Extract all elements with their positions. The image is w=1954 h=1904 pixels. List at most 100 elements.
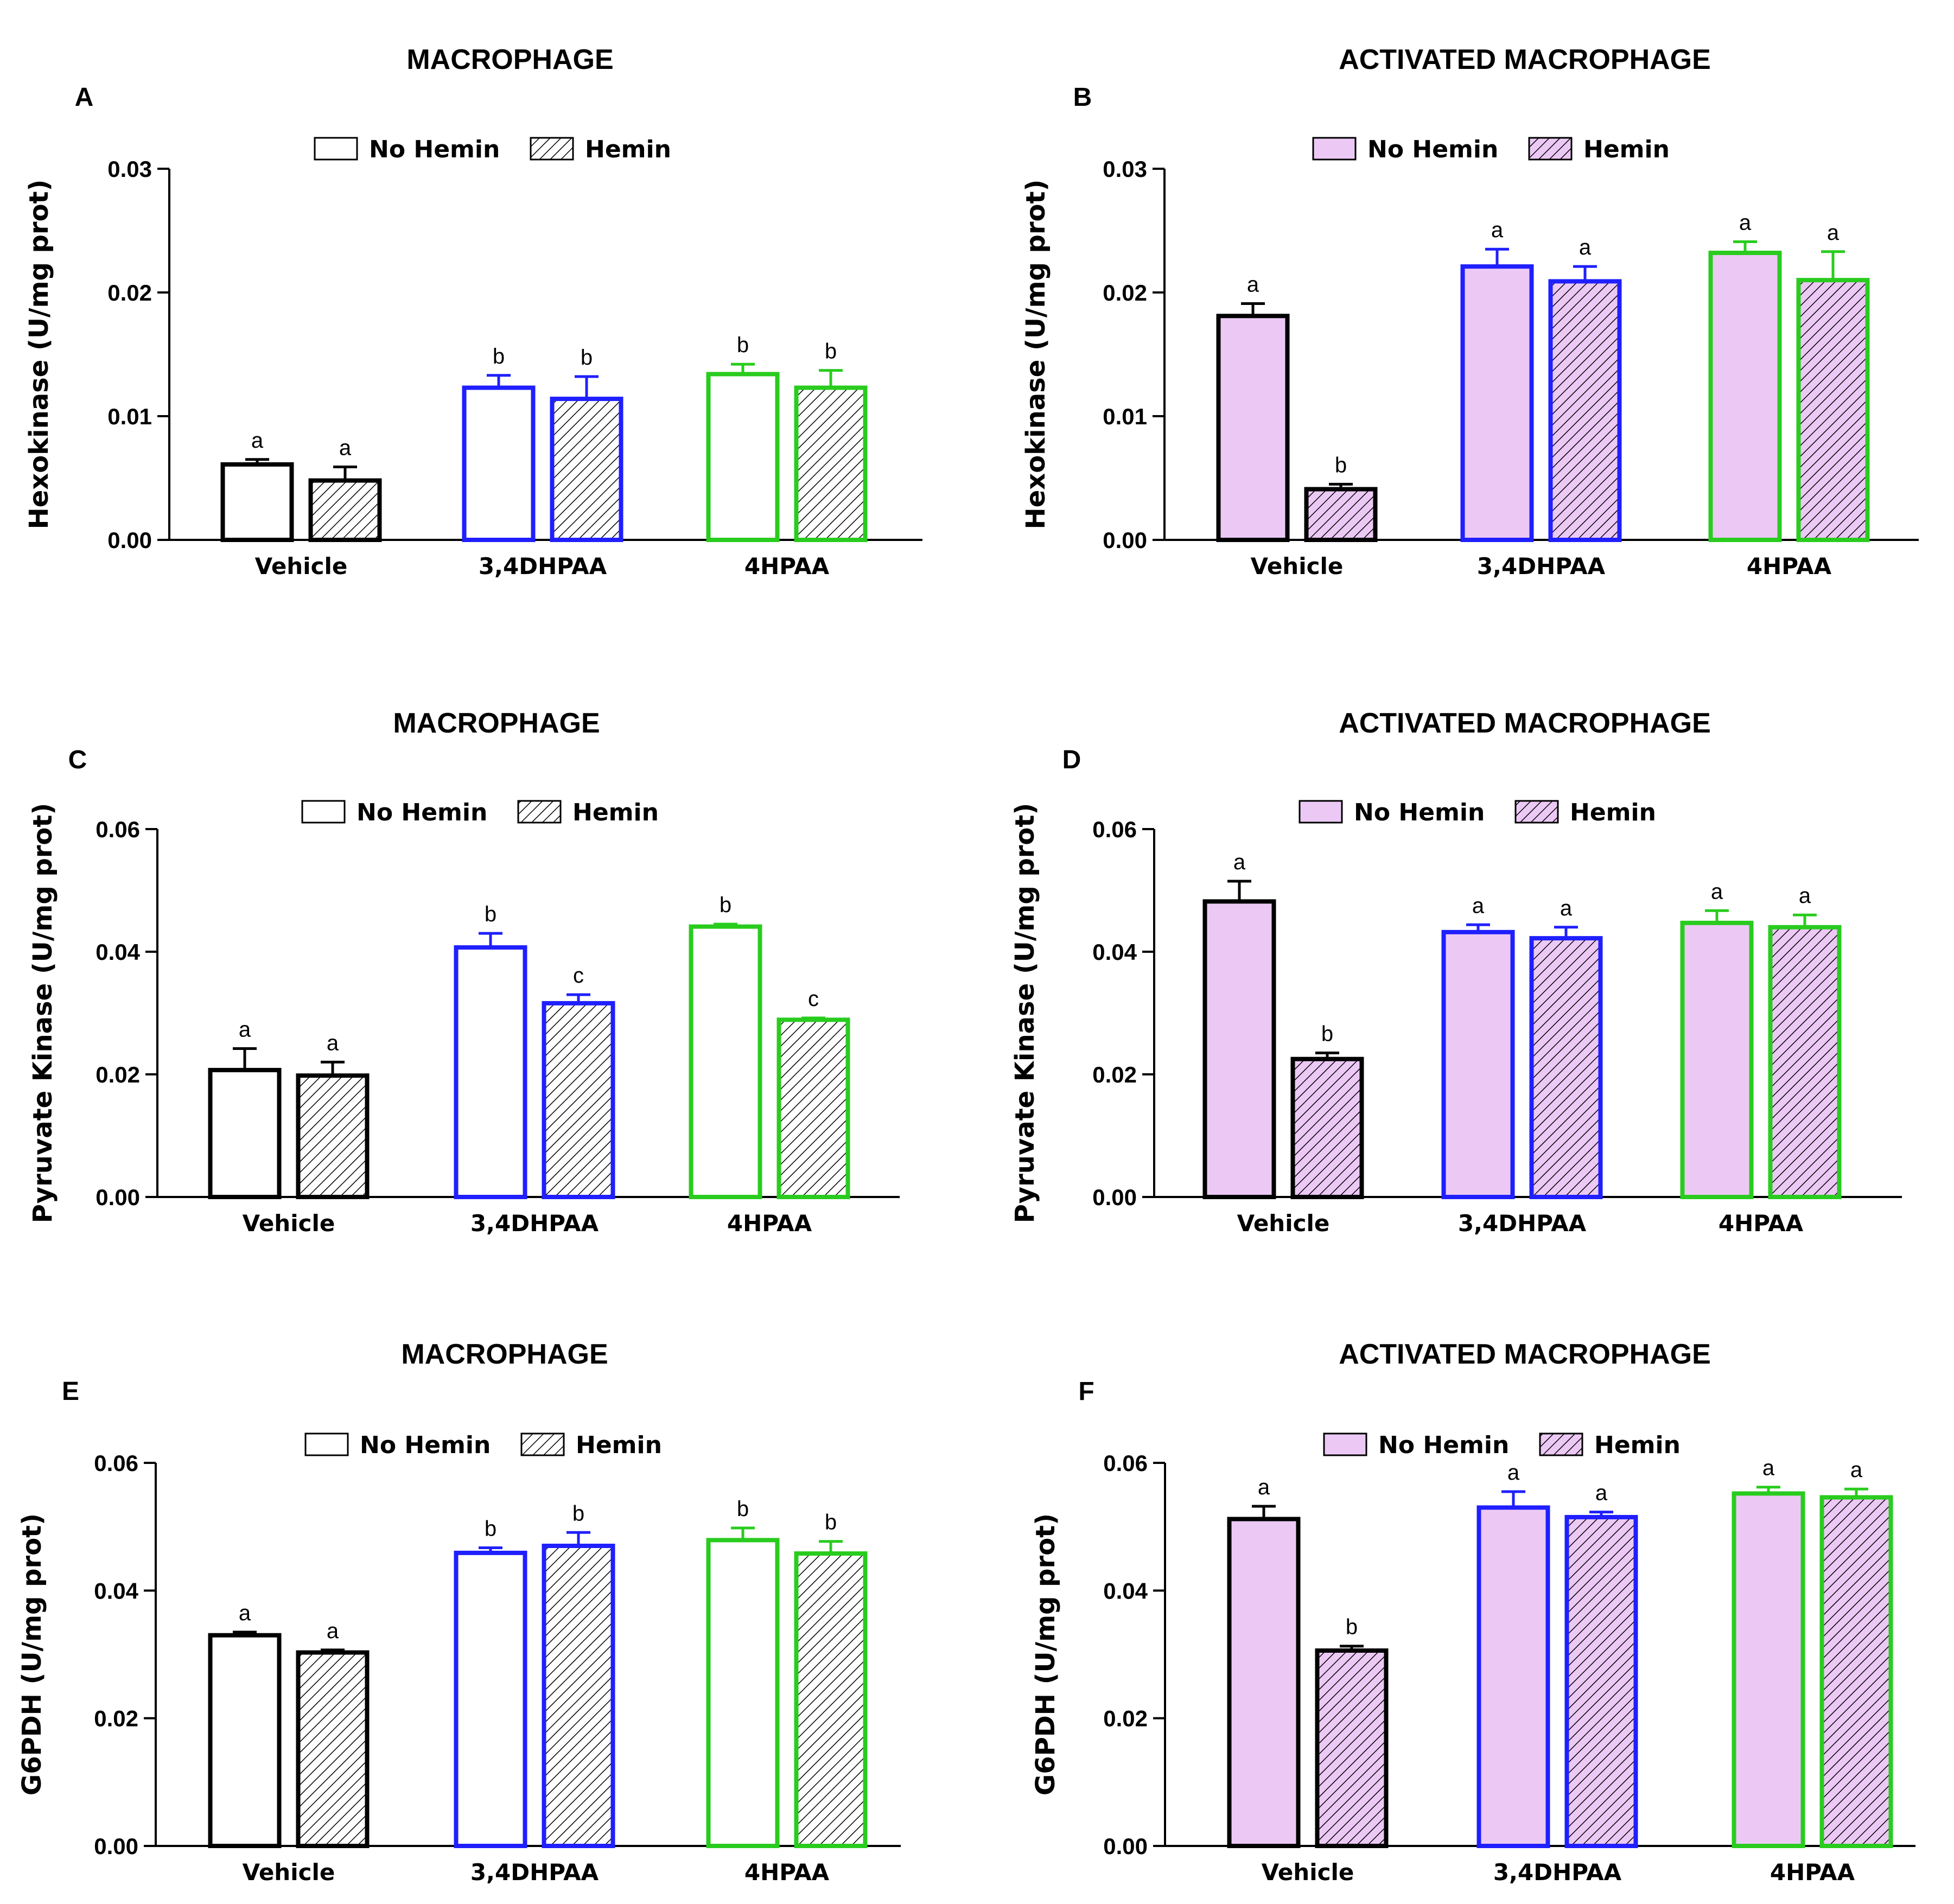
bar-hemin [296, 1073, 370, 1200]
bar-hemin [308, 478, 382, 542]
legend: No Hemin Hemin [1323, 1431, 1681, 1459]
legend-swatch-hemin [530, 137, 574, 161]
x-category-label: 3,4DHPAA [479, 553, 607, 580]
significance-letter: a [1247, 273, 1259, 297]
panel-title: ACTIVATED MACROPHAGE [1339, 1339, 1711, 1370]
significance-letter: a [1799, 884, 1811, 908]
bar-hemin [550, 397, 623, 543]
significance-letter: b [1346, 1615, 1358, 1639]
significance-letter: b [737, 1497, 749, 1521]
bar-hemin [794, 385, 868, 542]
bar-no-hemin [1732, 1491, 1805, 1848]
x-category-label: Vehicle [1262, 1859, 1354, 1886]
bar-no-hemin [220, 462, 294, 542]
y-axis-label: Pyruvate Kinase (U/mg prot) [1010, 803, 1040, 1224]
significance-letter: a [1827, 221, 1840, 245]
bar-hemin [776, 1017, 850, 1200]
legend-label-no-hemin: No Hemin [369, 136, 500, 163]
legend-swatch-no-hemin [1323, 1432, 1367, 1456]
panel-letter: E [62, 1377, 79, 1406]
bar-no-hemin [462, 385, 536, 542]
x-category-label: 4HPAA [744, 1859, 830, 1886]
bar-no-hemin [454, 945, 527, 1199]
significance-letter: c [808, 987, 819, 1011]
bar-no-hemin [1476, 1505, 1550, 1849]
legend-swatch-hemin [1514, 800, 1559, 824]
panel-letter: B [1073, 83, 1092, 112]
panel-title: MACROPHAGE [393, 708, 600, 739]
legend-swatch-hemin [520, 1432, 565, 1456]
bar-no-hemin [1708, 251, 1782, 543]
legend-swatch-no-hemin [301, 800, 346, 824]
bar-hemin [542, 1001, 615, 1200]
y-axis-label: Hexokinase (U/mg prot) [1021, 180, 1051, 530]
panel-b: ACTIVATED MACROPHAGE B No Hemin Hemin Hexoki… [1021, 44, 1919, 580]
legend: No Hemin Hemin [1299, 799, 1656, 826]
x-category-label: Vehicle [255, 553, 348, 580]
bar-hemin [1819, 1495, 1893, 1849]
x-category-label: 3,4DHPAA [470, 1210, 599, 1237]
significance-letter: a [1579, 235, 1592, 259]
y-axis-label: G6PDH (U/mg prot) [1030, 1513, 1061, 1795]
y-tick-label: 0.02 [107, 280, 152, 305]
x-category-label: 3,4DHPAA [1477, 553, 1606, 580]
significance-letter: b [581, 346, 593, 370]
y-axis-label: Hexokinase (U/mg prot) [24, 180, 54, 530]
y-tick-label: 0.00 [1103, 1833, 1148, 1859]
panel-letter: A [75, 83, 94, 112]
legend-label-no-hemin: No Hemin [357, 799, 487, 826]
significance-letter: b [825, 1511, 837, 1534]
significance-letter: a [1850, 1458, 1863, 1482]
significance-letter: b [485, 1517, 497, 1540]
significance-letter: a [1233, 850, 1246, 874]
bar-no-hemin [1216, 314, 1290, 542]
x-category-label: 4HPAA [1747, 553, 1832, 580]
x-category-label: 4HPAA [744, 553, 830, 580]
y-tick-label: 0.02 [96, 1062, 140, 1087]
bar-hemin [1768, 925, 1842, 1200]
x-category-label: 3,4DHPAA [1458, 1210, 1587, 1237]
y-tick-label: 0.02 [1103, 280, 1147, 305]
y-tick-label: 0.04 [1092, 939, 1137, 965]
y-tick-label: 0.04 [94, 1578, 138, 1603]
bar-hemin [1315, 1648, 1389, 1848]
x-category-label: 4HPAA [1718, 1210, 1804, 1237]
bar-no-hemin [706, 1538, 780, 1849]
panel-d: ACTIVATED MACROPHAGE D No Hemin Hemin Pyruva… [1010, 708, 1902, 1237]
y-tick-label: 0.03 [1103, 156, 1147, 182]
y-tick-label: 0.00 [1092, 1185, 1137, 1210]
panel-title: ACTIVATED MACROPHAGE [1339, 44, 1711, 75]
panel-title: MACROPHAGE [406, 44, 613, 75]
legend-swatch-hemin [1539, 1432, 1583, 1456]
significance-letter: b [1321, 1022, 1333, 1046]
legend-label-hemin: Hemin [1570, 799, 1656, 826]
x-category-label: Vehicle [1237, 1210, 1330, 1237]
x-category-label: 4HPAA [727, 1210, 812, 1237]
y-tick-label: 0.06 [1103, 1450, 1148, 1476]
bar-hemin [1548, 279, 1622, 542]
y-tick-label: 0.02 [94, 1706, 138, 1731]
significance-letter: a [239, 1601, 251, 1625]
bar-hemin [794, 1551, 868, 1848]
legend-swatch-hemin [517, 800, 562, 824]
legend-swatch-hemin [1528, 137, 1573, 161]
y-tick-label: 0.06 [96, 817, 140, 842]
bar-hemin [296, 1650, 370, 1848]
significance-letter: a [239, 1018, 251, 1042]
y-tick-label: 0.02 [1092, 1062, 1137, 1087]
panel-c: MACROPHAGE C No Hemin Hemin Pyruvate Kinase … [28, 708, 900, 1237]
bar-hemin [1796, 278, 1870, 542]
y-tick-label: 0.04 [96, 939, 140, 965]
significance-letter: a [1595, 1481, 1608, 1505]
bar-no-hemin [1460, 264, 1534, 542]
x-category-label: 4HPAA [1770, 1859, 1855, 1886]
legend-label-hemin: Hemin [1583, 136, 1670, 163]
y-tick-label: 0.00 [96, 1185, 140, 1210]
significance-letter: b [493, 345, 505, 368]
bar-hemin [1564, 1515, 1638, 1848]
significance-letter: a [1560, 896, 1573, 920]
significance-letter: b [737, 333, 749, 357]
significance-letter: a [251, 429, 264, 453]
significance-letter: b [572, 1501, 584, 1525]
